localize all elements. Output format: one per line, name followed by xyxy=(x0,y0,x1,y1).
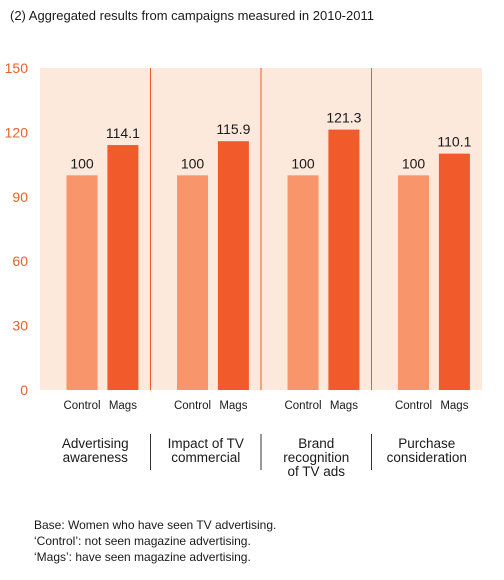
category-label: Impact of TV commercial xyxy=(151,437,262,465)
y-tick-label: 90 xyxy=(12,189,28,205)
chart-note: (2) Aggregated results from campaigns me… xyxy=(10,8,374,23)
bar-mags-1 xyxy=(107,145,139,390)
x-tick-label: Mags xyxy=(330,400,358,412)
bar-control-4 xyxy=(398,175,430,390)
x-tick-label: Mags xyxy=(440,400,468,412)
category-label-line: commercial xyxy=(171,450,241,465)
data-label: 115.9 xyxy=(216,121,250,137)
footnote-control: ‘Control’: not seen magazine advertising… xyxy=(34,534,251,548)
category-dividers xyxy=(150,434,372,470)
category-label: Purchase consideration xyxy=(372,437,483,465)
footnote-mags: ‘Mags’: have seen magazine advertising. xyxy=(34,550,251,564)
bar-mags-3 xyxy=(328,129,360,391)
category-label-line: awareness xyxy=(62,450,128,465)
data-label: 100 xyxy=(291,155,315,171)
x-tick-label: Control xyxy=(395,400,432,412)
data-label: 100 xyxy=(181,155,205,171)
category-label-line: Impact of TV xyxy=(167,436,244,451)
footnote-base: Base: Women who have seen TV advertising… xyxy=(34,518,277,532)
y-tick-label: 30 xyxy=(12,318,28,334)
category-label-line: Brand xyxy=(298,436,335,451)
bar-chart: 0 30 60 90 120 150 100 100 100 100 114.1 115.9 121.… xyxy=(5,60,482,470)
y-tick-label: 120 xyxy=(5,124,29,140)
x-tick-label: Control xyxy=(174,400,211,412)
x-tick-label: Control xyxy=(63,400,100,412)
y-tick-label: 60 xyxy=(12,253,28,269)
category-label-line: consideration xyxy=(386,450,467,465)
y-tick-label: 150 xyxy=(5,60,29,76)
data-label: 114.1 xyxy=(106,125,140,141)
bars: 100 100 100 100 114.1 115.9 121.3 110.1 xyxy=(66,110,472,391)
group-dividers xyxy=(150,68,372,390)
category-label: Advertising awareness xyxy=(40,437,151,465)
category-label-line: Advertising xyxy=(61,436,129,451)
x-tick-label: Control xyxy=(284,400,321,412)
bar-mags-2 xyxy=(217,141,249,390)
data-label: 100 xyxy=(402,155,426,171)
data-label: 121.3 xyxy=(326,110,361,126)
bar-control-2 xyxy=(177,175,209,390)
bar-control-1 xyxy=(66,175,98,390)
footnotes: Base: Women who have seen TV advertising… xyxy=(34,517,276,565)
y-axis-ticks: 0 30 60 90 120 150 xyxy=(5,60,29,398)
bar-mags-4 xyxy=(438,153,470,390)
data-label: 100 xyxy=(70,155,94,171)
y-tick-label: 0 xyxy=(20,382,28,398)
data-label: 110.1 xyxy=(437,134,471,150)
bar-control-3 xyxy=(287,175,319,390)
category-label-line: Purchase xyxy=(398,436,456,451)
category-label-line: recognition xyxy=(283,450,350,465)
category-label: Brand recognition of TV ads xyxy=(261,437,372,479)
x-axis-ticks: Control Mags Control Mags Control Mags Control… xyxy=(63,400,468,412)
x-tick-label: Mags xyxy=(109,400,137,412)
x-tick-label: Mags xyxy=(219,400,247,412)
category-label-line: of TV ads xyxy=(287,464,346,479)
